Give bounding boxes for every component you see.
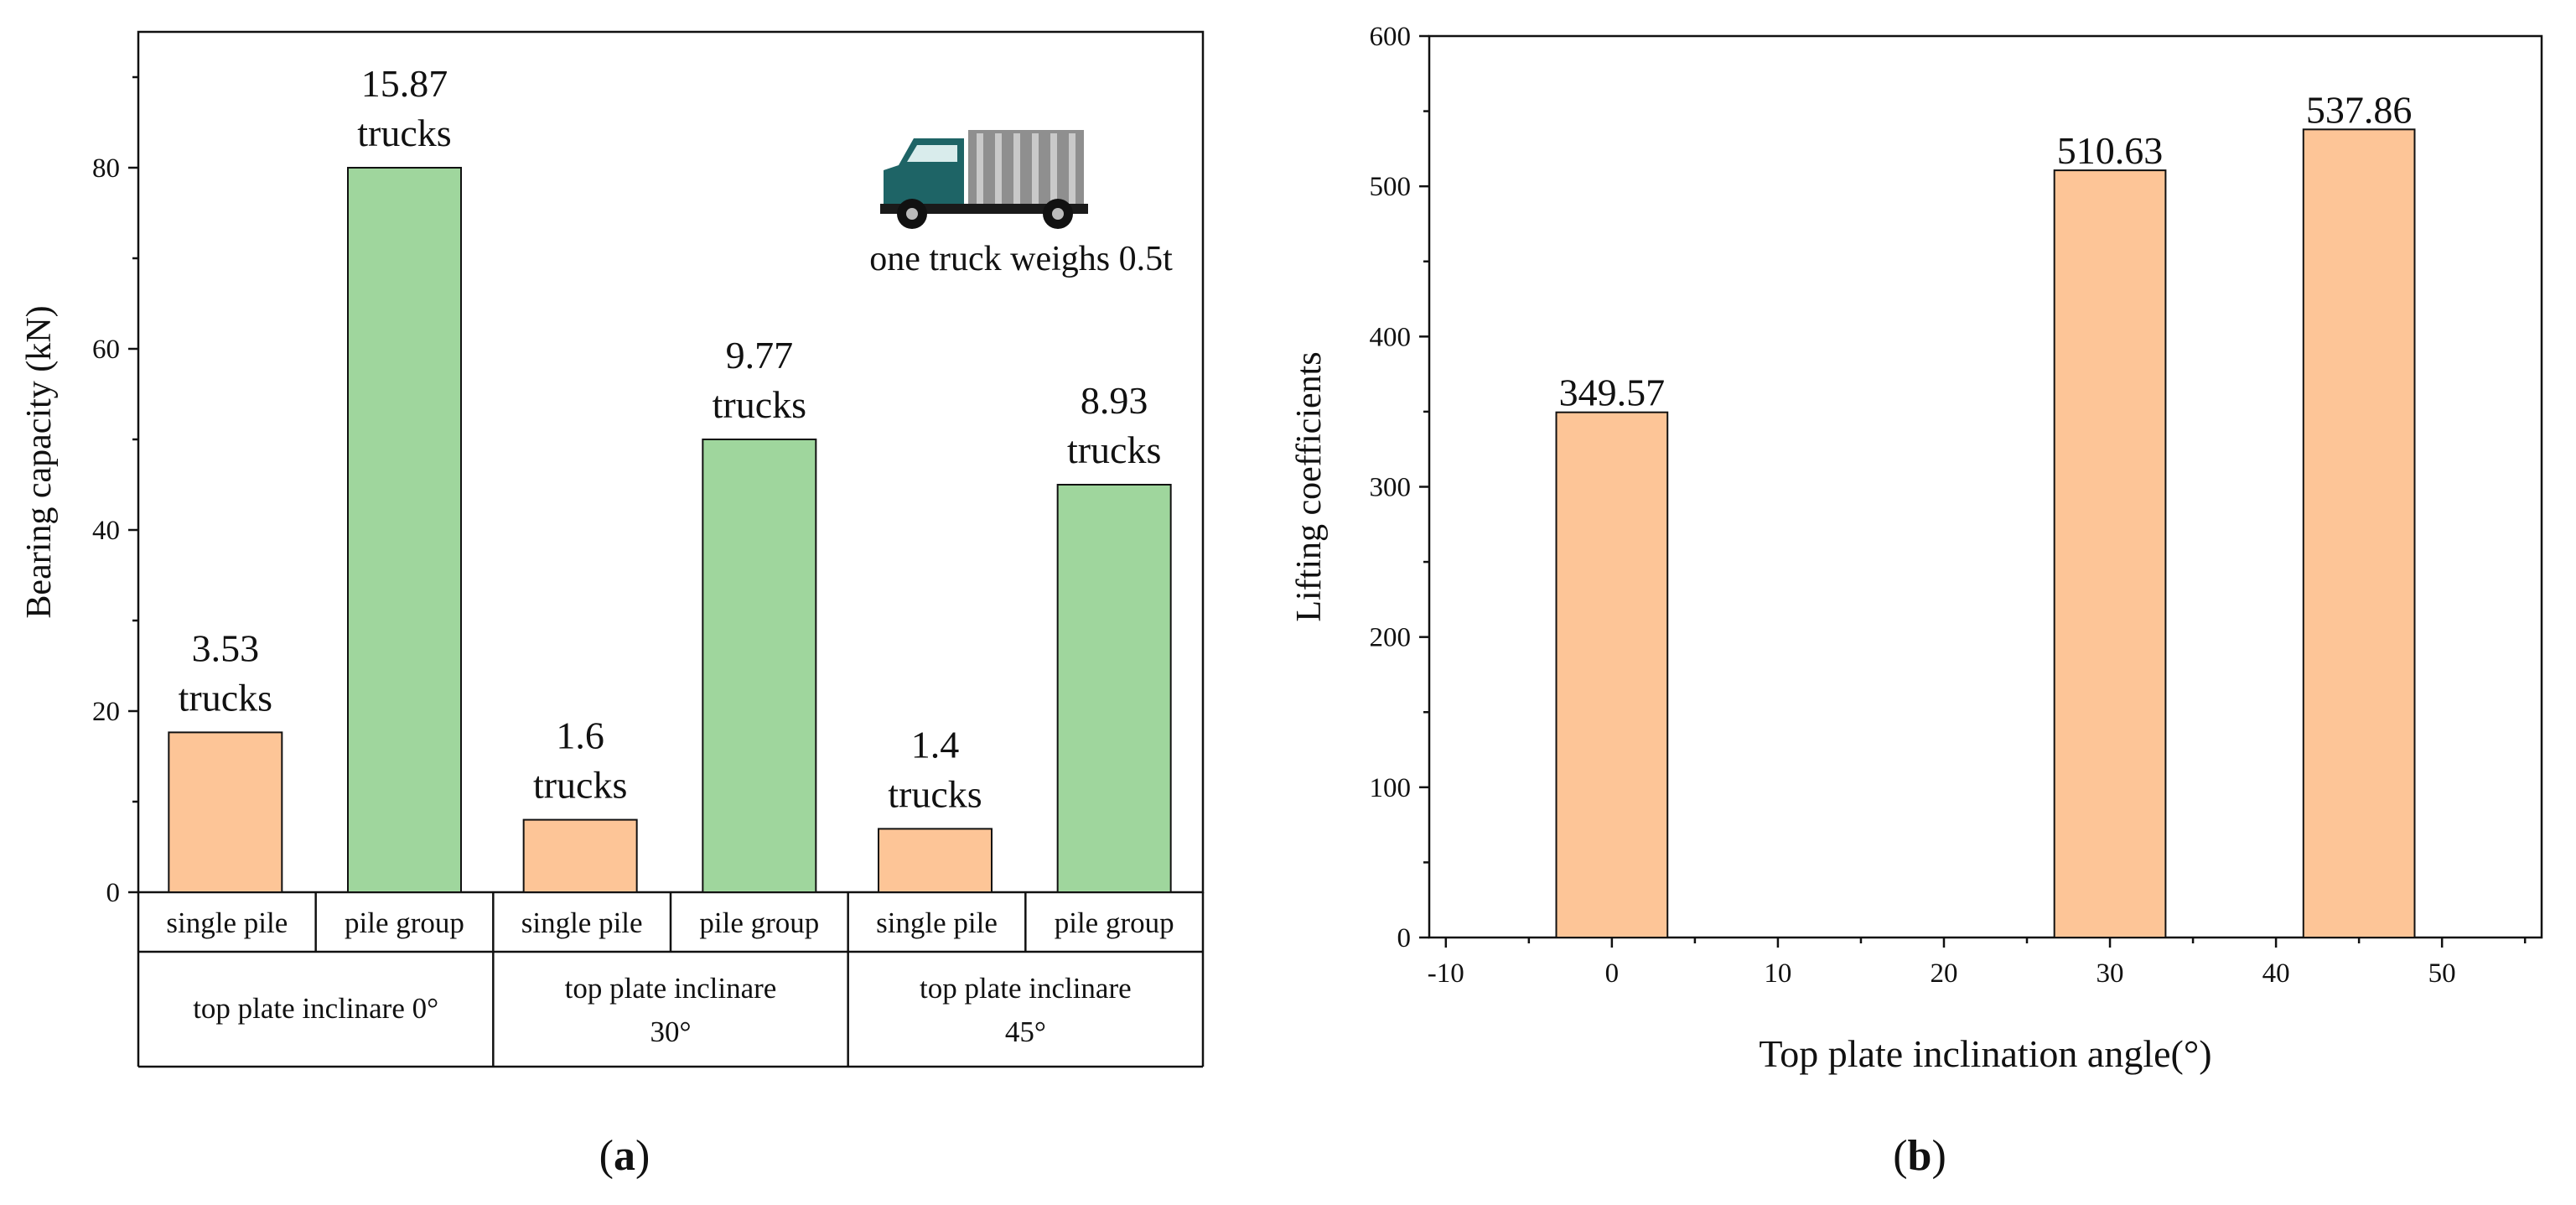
bar bbox=[2053, 169, 2167, 938]
truck-icon bbox=[880, 130, 1088, 229]
bar-pile-group bbox=[702, 439, 817, 893]
bar-count-label: 9.77 bbox=[726, 334, 794, 377]
y-tick-label: 600 bbox=[1370, 22, 1412, 52]
panel-label: (a) bbox=[599, 1132, 650, 1180]
bar-unit-label: trucks bbox=[1067, 429, 1161, 471]
truck-cargo-slat bbox=[1032, 133, 1039, 204]
truck-hub-rear bbox=[1052, 208, 1064, 220]
bar-unit-label: trucks bbox=[888, 772, 982, 815]
panel-a-bearing-capacity-chart: 0 20 40 60 80 Bearing capacity (kN) 3.53 trucks… bbox=[20, 30, 1205, 1180]
y-tick-label: 100 bbox=[1370, 773, 1412, 803]
x-tick-label: 20 bbox=[1930, 958, 1957, 989]
bar-count-label: 8.93 bbox=[1081, 379, 1148, 422]
y-tick-label: 500 bbox=[1370, 172, 1412, 202]
bar-unit-label: trucks bbox=[713, 383, 806, 426]
group-label: top plate inclinare 0° bbox=[193, 992, 438, 1025]
x-tick-label: -10 bbox=[1428, 958, 1464, 989]
bar bbox=[1555, 411, 1669, 938]
group-label: top plate inclinare 45° bbox=[920, 972, 1132, 1048]
bar-single-pile bbox=[522, 818, 638, 893]
truck-cargo-slat bbox=[977, 133, 983, 204]
group-label: top plate inclinare 30° bbox=[565, 972, 777, 1048]
y-tick-label: 80 bbox=[92, 153, 120, 184]
y-tick-label: 300 bbox=[1370, 473, 1412, 503]
x-tick-label: 50 bbox=[2428, 958, 2456, 989]
y-tick-label: 20 bbox=[92, 697, 120, 727]
truck-cargo-slat bbox=[995, 133, 1002, 204]
bar-pile-group bbox=[1056, 484, 1172, 893]
truck-cargo-slat bbox=[1069, 133, 1075, 204]
y-tick-label: 400 bbox=[1370, 322, 1412, 352]
panel-label: (b) bbox=[1893, 1132, 1946, 1180]
category-label: single pile bbox=[166, 906, 288, 939]
truck-chassis bbox=[880, 204, 1088, 214]
category-label: single pile bbox=[521, 906, 643, 939]
y-axis-title: Lifting coefficients bbox=[1290, 351, 1329, 621]
bar-value-label: 537.86 bbox=[2306, 88, 2413, 131]
y-tick-label: 0 bbox=[106, 878, 121, 908]
bar-count-label: 15.87 bbox=[361, 62, 448, 105]
category-label: pile group bbox=[1055, 906, 1174, 939]
y-tick-label: 0 bbox=[1397, 923, 1412, 953]
bar-count-label: 1.4 bbox=[911, 723, 960, 766]
bar-pile-group bbox=[347, 167, 462, 893]
truck-cargo-slat bbox=[1050, 133, 1057, 204]
truck-cargo-slat bbox=[1013, 133, 1020, 204]
x-tick-label: 30 bbox=[2097, 958, 2124, 989]
bar-count-label: 1.6 bbox=[556, 714, 604, 757]
category-label: pile group bbox=[699, 906, 819, 939]
truck-window bbox=[907, 145, 957, 162]
x-tick-label: 10 bbox=[1764, 958, 1791, 989]
bar-unit-label: trucks bbox=[533, 764, 627, 807]
y-tick-label: 200 bbox=[1370, 623, 1412, 653]
x-axis-title: Top plate inclination angle(°) bbox=[1759, 1032, 2211, 1075]
truck-cargo bbox=[968, 130, 1084, 207]
y-axis-title: Bearing capacity (kN) bbox=[20, 305, 59, 618]
category-label: pile group bbox=[345, 906, 464, 939]
bar-single-pile bbox=[168, 731, 283, 893]
bar-unit-label: trucks bbox=[179, 676, 272, 719]
y-tick-label: 40 bbox=[92, 516, 120, 546]
x-tick-label: 0 bbox=[1605, 958, 1620, 989]
bar bbox=[2302, 128, 2416, 938]
bar-unit-label: trucks bbox=[357, 112, 451, 154]
bar-single-pile bbox=[878, 828, 993, 894]
truck-hub-front bbox=[906, 208, 918, 220]
y-tick-label: 60 bbox=[92, 335, 120, 365]
truck-annotation: one truck weighs 0.5t bbox=[869, 240, 1173, 278]
bar-count-label: 3.53 bbox=[192, 626, 260, 669]
x-tick-label: 40 bbox=[2262, 958, 2290, 989]
bar-value-label: 349.57 bbox=[1559, 371, 1666, 414]
bar-value-label: 510.63 bbox=[2057, 129, 2164, 172]
category-label: single pile bbox=[876, 906, 998, 939]
